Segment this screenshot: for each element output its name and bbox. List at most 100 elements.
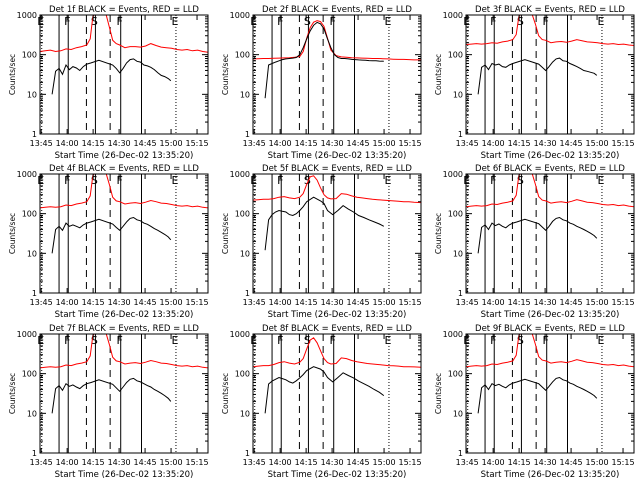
interval-marker-label: F: [543, 174, 549, 187]
y-tick-label: 100: [448, 370, 463, 379]
x-tick-label: 15:00: [586, 458, 609, 467]
events-series-line: [477, 216, 598, 254]
panel-title: Det 9f BLACK = Events, RED = LLD: [475, 324, 625, 334]
panel-title: Det 3f BLACK = Events, RED = LLD: [475, 5, 625, 15]
lld-series-line: [40, 174, 208, 209]
x-tick-label: 15:00: [160, 298, 183, 307]
panel-title: Det 2f BLACK = Events, RED = LLD: [262, 5, 412, 15]
y-tick-label: 1: [32, 130, 37, 139]
y-tick-label: 100: [22, 51, 37, 60]
x-tick-label: 13:45: [456, 298, 479, 307]
y-axis-label: Counts/sec: [434, 373, 443, 414]
y-axis-label: Counts/sec: [221, 373, 230, 414]
interval-marker-label: E: [384, 174, 391, 187]
y-axis-label: Counts/sec: [221, 213, 230, 254]
lld-series-line: [466, 15, 634, 46]
interval-marker-label: F: [543, 334, 549, 347]
x-tick-label: 14:15: [295, 139, 318, 148]
x-axis-label: Start Time (26-Dec-02 13:35:20): [268, 470, 407, 480]
x-tick-label: 15:15: [186, 458, 209, 467]
x-tick-label: 15:15: [612, 458, 635, 467]
plot-frame: [465, 333, 635, 454]
x-tick-label: 14:45: [134, 458, 157, 467]
x-tick-label: 15:00: [160, 139, 183, 148]
x-tick-label: 14:00: [482, 298, 505, 307]
interval-marker-label: E: [384, 334, 391, 347]
panel-det-2: Det 2f BLACK = Events, RED = LLD Counts/s…: [221, 5, 422, 161]
y-tick-label: 1000: [230, 330, 250, 339]
x-axis-label: Start Time (26-Dec-02 13:35:20): [55, 470, 194, 480]
y-tick-label: 10: [27, 409, 37, 418]
interval-marker-label: S: [517, 334, 524, 347]
y-tick-label: 1000: [443, 11, 463, 20]
y-tick-label: 100: [235, 51, 250, 60]
x-tick-label: 15:00: [586, 139, 609, 148]
interval-marker-label: F: [64, 334, 70, 347]
x-tick-label: 14:30: [108, 458, 131, 467]
x-tick-label: 14:15: [295, 298, 318, 307]
lld-series-line: [466, 334, 634, 368]
interval-marker-label: E: [597, 174, 604, 187]
interval-marker-label: F: [490, 174, 496, 187]
y-tick-label: 1000: [17, 170, 37, 179]
lld-series-line: [253, 175, 421, 204]
interval-marker-label: S: [91, 334, 98, 347]
y-tick-label: 1000: [230, 11, 250, 20]
x-tick-label: 15:00: [160, 458, 183, 467]
events-series-line: [477, 376, 598, 414]
interval-marker-label: F: [117, 334, 123, 347]
y-tick-label: 10: [453, 249, 463, 258]
x-tick-label: 14:00: [269, 458, 292, 467]
interval-marker-label: E: [171, 15, 178, 28]
y-tick-label: 100: [235, 370, 250, 379]
plot-frame: [252, 173, 422, 294]
y-tick-label: 10: [240, 409, 250, 418]
x-axis-label: Start Time (26-Dec-02 13:35:20): [481, 151, 620, 161]
y-tick-label: 1000: [17, 11, 37, 20]
x-tick-label: 14:30: [108, 298, 131, 307]
x-tick-label: 13:45: [243, 458, 266, 467]
y-tick-label: 10: [240, 90, 250, 99]
x-tick-label: 14:30: [321, 458, 344, 467]
x-tick-label: 14:00: [482, 458, 505, 467]
panel-det-7: Det 7f BLACK = Events, RED = LLD Counts/s…: [8, 324, 209, 480]
panel-title: Det 5f BLACK = Events, RED = LLD: [262, 164, 412, 174]
interval-marker-label: F: [117, 174, 123, 187]
x-tick-label: 14:00: [56, 298, 79, 307]
events-series-line: [51, 216, 172, 254]
y-tick-label: 1000: [443, 170, 463, 179]
x-tick-label: 14:45: [560, 139, 583, 148]
x-tick-label: 14:45: [134, 298, 157, 307]
panel-title: Det 8f BLACK = Events, RED = LLD: [262, 324, 412, 334]
interval-marker-label: S: [517, 174, 524, 187]
y-tick-label: 1: [458, 449, 463, 458]
x-tick-label: 15:00: [373, 298, 396, 307]
panel-title: Det 7f BLACK = Events, RED = LLD: [49, 324, 199, 334]
plot-frame: [39, 333, 209, 454]
interval-marker-label: S: [304, 174, 311, 187]
y-tick-label: 100: [448, 210, 463, 219]
x-tick-label: 15:15: [612, 298, 635, 307]
interval-marker-label: F: [543, 15, 549, 28]
plot-frame: [252, 333, 422, 454]
x-axis-label: Start Time (26-Dec-02 13:35:20): [481, 310, 620, 320]
y-tick-label: 1: [245, 130, 250, 139]
x-tick-label: 15:15: [612, 139, 635, 148]
interval-marker-label: E: [597, 334, 604, 347]
panel-det-6: Det 6f BLACK = Events, RED = LLD Counts/s…: [434, 164, 635, 320]
x-tick-label: 14:45: [347, 139, 370, 148]
panel-det-3: Det 3f BLACK = Events, RED = LLD Counts/s…: [434, 5, 635, 161]
y-tick-label: 10: [453, 90, 463, 99]
y-tick-label: 10: [27, 249, 37, 258]
x-axis-label: Start Time (26-Dec-02 13:35:20): [55, 310, 194, 320]
interval-marker-label: S: [517, 15, 524, 28]
y-tick-label: 1: [32, 289, 37, 298]
y-tick-label: 100: [448, 51, 463, 60]
x-tick-label: 14:45: [347, 298, 370, 307]
x-tick-label: 14:00: [56, 139, 79, 148]
plot-frame: [465, 14, 635, 135]
x-tick-label: 15:00: [373, 139, 396, 148]
x-tick-label: 14:00: [56, 458, 79, 467]
y-axis-label: Counts/sec: [8, 373, 17, 414]
